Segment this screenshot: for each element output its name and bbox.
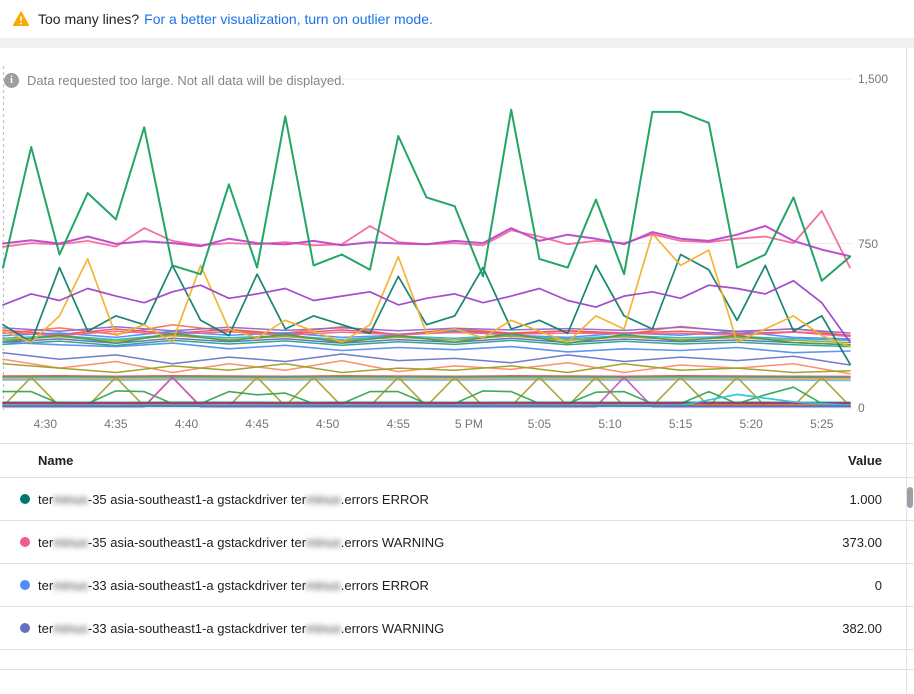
series-name: terminus-35 asia-southeast1-a gstackdriv… <box>38 491 429 507</box>
legend-row[interactable]: terminus-35 asia-southeast1-a gstackdriv… <box>0 478 914 521</box>
x-tick-label: 5:05 <box>527 417 552 431</box>
series-color-dot <box>20 537 30 547</box>
y-tick-label: 0 <box>858 401 865 415</box>
x-tick-label: 4:45 <box>245 417 269 431</box>
legend-table: Name Value terminus-35 asia-southeast1-a… <box>0 444 914 694</box>
series-value: 1.000 <box>849 491 882 507</box>
series-value: 382.00 <box>842 620 882 636</box>
redacted-text: minus <box>53 491 88 507</box>
legend-scrollbar-thumb[interactable] <box>907 487 913 508</box>
series-name: terminus-35 asia-southeast1-a gstackdriv… <box>38 534 445 550</box>
warning-icon <box>12 11 30 26</box>
legend-row[interactable]: terminus-33 asia-southeast1-a gstackdriv… <box>0 607 914 650</box>
x-tick-label: 5:25 <box>810 417 834 431</box>
series-value: 373.00 <box>842 534 882 550</box>
legend-column-value[interactable]: Value <box>848 453 882 468</box>
y-tick-label: 1,500 <box>858 72 889 86</box>
x-tick-label: 4:35 <box>104 417 128 431</box>
x-tick-label: 4:30 <box>33 417 58 431</box>
x-tick-label: 4:50 <box>315 417 340 431</box>
x-tick-label: 4:40 <box>174 417 199 431</box>
redacted-text: minus <box>53 577 88 593</box>
series-color-dot <box>20 623 30 633</box>
legend-row[interactable]: terminus-35 asia-southeast1-a gstackdriv… <box>0 521 914 564</box>
y-tick-label: 750 <box>858 236 879 251</box>
series-name: terminus-33 asia-southeast1-a gstackdriv… <box>38 577 429 593</box>
x-tick-label: 5:20 <box>739 417 763 431</box>
x-tick-label: 5:15 <box>668 417 693 431</box>
legend-partial-row <box>0 650 914 670</box>
redacted-text: minus <box>306 620 341 636</box>
warning-banner: Too many lines? For a better visualizati… <box>0 0 914 38</box>
legend-header-row: Name Value <box>0 444 914 478</box>
legend-column-name[interactable]: Name <box>38 453 74 468</box>
redacted-text: minus <box>53 534 88 550</box>
redacted-text: minus <box>306 534 341 550</box>
series-name: terminus-33 asia-southeast1-a gstackdriv… <box>38 620 445 636</box>
notice-text: Data requested too large. Not all data w… <box>27 72 345 88</box>
x-tick-label: 5 PM <box>454 417 483 431</box>
series-color-dot <box>20 580 30 590</box>
outlier-mode-link[interactable]: For a better visualization, turn on outl… <box>144 11 433 27</box>
series-value: 0 <box>874 577 882 593</box>
x-tick-label: 5:10 <box>598 417 622 431</box>
series-color-dot <box>20 494 30 504</box>
scrollbar-track <box>906 48 907 694</box>
redacted-text: minus <box>53 620 88 636</box>
chart-legend-divider <box>0 443 914 444</box>
redacted-text: minus <box>306 577 341 593</box>
x-tick-label: 4:55 <box>386 417 410 431</box>
info-icon: i <box>4 72 19 88</box>
timeseries-plot[interactable] <box>0 48 914 443</box>
redacted-text: minus <box>306 491 341 507</box>
data-truncation-notice: i Data requested too large. Not all data… <box>4 72 345 88</box>
chart-region[interactable]: i Data requested too large. Not all data… <box>0 48 914 443</box>
section-divider-strip <box>0 38 914 48</box>
banner-message: Too many lines? <box>38 11 140 27</box>
legend-row[interactable]: terminus-33 asia-southeast1-a gstackdriv… <box>0 564 914 607</box>
